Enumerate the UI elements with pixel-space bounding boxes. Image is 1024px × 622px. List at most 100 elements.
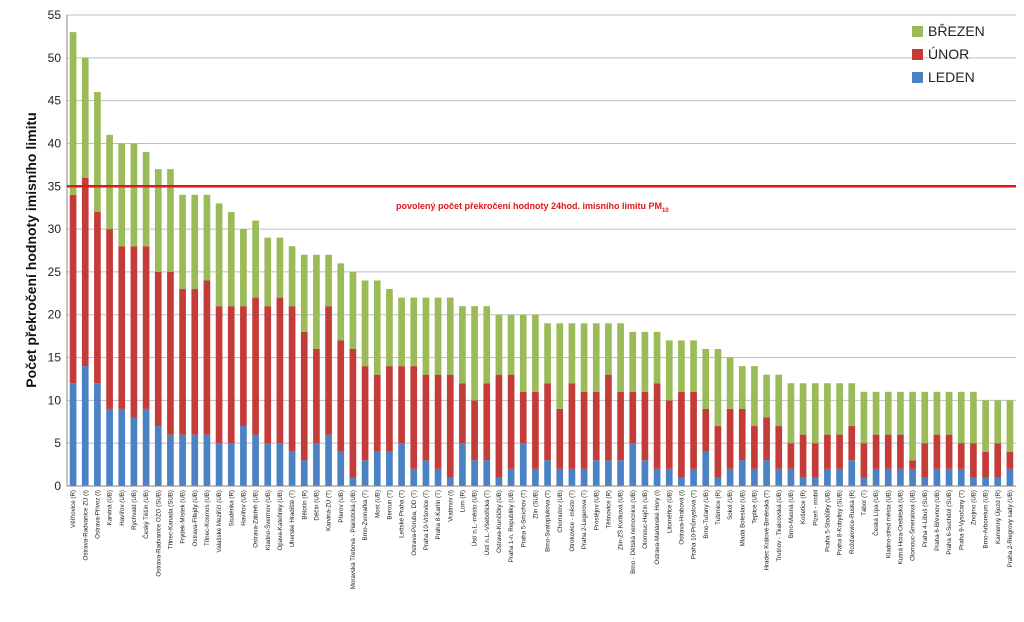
bar-segment-unor <box>726 408 734 469</box>
y-tick-label: 45 <box>48 94 62 108</box>
bar-segment-brezen <box>118 143 126 247</box>
x-tick-label: Rychvald (UB) <box>131 490 138 530</box>
bar-segment-leden <box>945 468 953 486</box>
bar-segment-leden <box>434 468 442 486</box>
bar-segment-leden <box>459 443 466 486</box>
bar-segment-unor <box>957 443 965 469</box>
limit-label-subscript: 10 <box>662 208 669 214</box>
bar-segment-leden <box>179 434 186 486</box>
x-tick-labels: Věřňovice (R) Ostrava-Radvanice ZÚ (I) Ost… <box>70 490 1014 589</box>
y-tick-label: 20 <box>48 308 62 322</box>
x-tick-label: Třinec-Kosmos (UB) <box>204 490 211 546</box>
bar-segment-leden <box>653 468 661 486</box>
bar-segment-leden <box>738 460 746 486</box>
bar-segment-brezen <box>629 331 637 392</box>
bar-segment-unor <box>142 246 150 409</box>
legend-swatch <box>912 72 923 83</box>
x-tick-label: Znojmo (UB) <box>970 490 977 525</box>
bar-segment-brezen <box>775 374 783 427</box>
x-tick-label: Kladno-střed města (UB) <box>885 490 892 558</box>
bar-segment-brezen <box>556 323 564 409</box>
x-tick-label: Chomutov (UB) <box>557 490 564 533</box>
bar-segment-unor <box>860 443 868 478</box>
bar-segment-brezen <box>179 194 186 290</box>
bar-segment-unor <box>361 366 369 461</box>
bar-segment-unor <box>787 443 795 469</box>
x-tick-label: Teplice (UB) <box>751 490 758 524</box>
bar-segment-brezen <box>811 383 819 444</box>
bar-segment-leden <box>130 417 138 486</box>
bar-segment-brezen <box>824 383 831 435</box>
limit-line-group: povolený počet překročení hodnoty 24hod.… <box>67 185 1016 214</box>
bar-segment-unor <box>702 408 710 452</box>
bar-segment-unor <box>373 374 381 452</box>
x-tick-label: Praha 2-Legerova (T) <box>581 490 588 549</box>
legend-label: ÚNOR <box>928 46 969 62</box>
x-tick-label: Zlín-ZŠ Kvítková (UB) <box>618 490 625 550</box>
x-tick-label: Ústí n.L.-město (UB) <box>472 490 479 546</box>
bar-segment-leden <box>799 477 807 486</box>
x-tick-label: Přerov (UB) <box>338 490 345 523</box>
bar-segment-unor <box>349 348 357 478</box>
bar-segment-brezen <box>653 331 661 384</box>
bar-segment-unor <box>81 177 89 367</box>
bar-segment-unor <box>434 374 442 469</box>
bar-segment-leden <box>361 460 369 486</box>
bar-segment-brezen <box>763 374 770 418</box>
legend: BŘEZEN ÚNOR LEDEN <box>912 23 985 85</box>
bar-segment-brezen <box>240 229 247 307</box>
x-tick-label: Ústí n.L.-Všebořická (T) <box>484 490 491 555</box>
bar-segment-leden <box>787 468 795 486</box>
bar-segment-leden <box>763 460 770 486</box>
bar-segment-brezen <box>884 391 892 435</box>
y-tick-label: 5 <box>54 436 61 450</box>
bar-segment-unor <box>641 391 649 461</box>
bar-segment-unor <box>227 306 235 444</box>
bar-segment-leden <box>276 443 284 486</box>
bar-segment-leden <box>227 443 235 486</box>
y-tick-label: 15 <box>48 351 62 365</box>
bar-segment-unor <box>568 383 576 469</box>
x-tick-label: Praha 10-Průmyslová (T) <box>691 490 698 559</box>
x-tick-label: Těšnovice (R) <box>605 490 612 529</box>
bar-segment-brezen <box>106 134 113 230</box>
x-tick-label: Brno-Zvonařka (T) <box>362 490 369 541</box>
bar-segment-brezen <box>982 400 989 452</box>
x-tick-label: Hradec Králové-Brněnská (T) <box>764 490 771 570</box>
bar-segment-leden <box>678 477 685 486</box>
bar-segment-leden <box>422 460 430 486</box>
bar-segment-brezen <box>945 391 953 435</box>
bar-segment-unor <box>1006 451 1014 469</box>
bar-segment-brezen <box>726 357 734 409</box>
bar-segment-unor <box>824 434 831 469</box>
bar-segment-unor <box>678 391 685 478</box>
x-tick-label: Moravská Třebová - Piaristická (UB) <box>350 490 357 589</box>
bar-segment-unor <box>690 391 697 469</box>
bar-segment-unor <box>519 391 527 444</box>
bar-segment-brezen <box>848 383 856 427</box>
bar-segment-leden <box>264 443 272 486</box>
x-tick-label: Ostrava-Zábřeh (UB) <box>253 490 260 548</box>
bar-segment-leden <box>629 443 637 486</box>
bar-segment-leden <box>142 408 150 486</box>
x-tick-label: Praha 5-Smíchov (T) <box>520 490 527 547</box>
legend-label: LEDEN <box>928 69 975 85</box>
x-tick-label: Mladá Boleslav (UB) <box>739 490 746 546</box>
bar-segment-leden <box>337 451 345 486</box>
bar-segment-unor <box>909 460 916 469</box>
x-tick-label: Praha 2-Riegrovy sady (UB) <box>1007 490 1014 567</box>
bar-segment-brezen <box>459 306 466 384</box>
bar-segment-brezen <box>288 246 296 307</box>
bar-segment-leden <box>836 468 843 486</box>
bar-segment-leden <box>81 366 89 486</box>
x-tick-label: Kladno-Švermov (UB) <box>265 490 272 550</box>
bar-segment-brezen <box>215 203 223 307</box>
bar-segment-brezen <box>361 280 369 367</box>
bar-segment-brezen <box>787 383 795 444</box>
bar-segment-unor <box>215 306 223 444</box>
x-tick-label: Lom (R) <box>459 490 466 512</box>
y-tick-label: 10 <box>48 393 62 407</box>
bar-segment-brezen <box>519 314 527 392</box>
